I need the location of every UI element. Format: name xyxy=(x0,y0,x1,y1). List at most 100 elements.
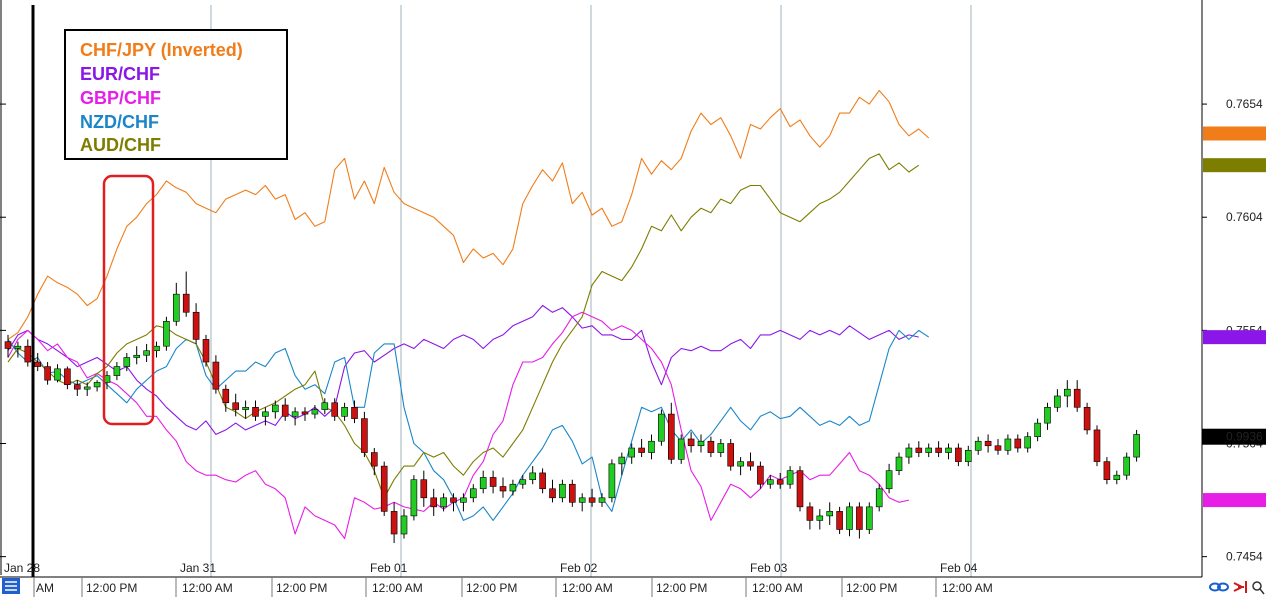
candle-body xyxy=(410,479,418,517)
candle-body xyxy=(74,384,81,390)
candle xyxy=(1113,470,1121,485)
candle xyxy=(351,400,358,424)
series-line xyxy=(7,89,930,340)
candle-body xyxy=(331,402,339,417)
candle-body xyxy=(994,445,1002,451)
candle-body xyxy=(34,361,42,367)
candle-body xyxy=(925,447,933,453)
candle xyxy=(757,461,764,489)
candle-body xyxy=(717,443,725,453)
candle xyxy=(955,443,962,467)
candle xyxy=(44,362,51,385)
candle-body xyxy=(262,411,269,417)
candle xyxy=(311,405,319,419)
candle xyxy=(836,506,843,535)
candle xyxy=(885,463,893,494)
candle-body xyxy=(826,511,834,517)
candle xyxy=(509,479,517,496)
time-tick-label: 12:00 PM xyxy=(466,581,517,595)
candle-body xyxy=(143,350,150,356)
candle-body xyxy=(628,447,636,458)
candle-body xyxy=(1054,395,1061,408)
candle xyxy=(905,443,913,464)
price-tick-label: 0.7454 xyxy=(1226,550,1263,564)
candle xyxy=(479,470,487,494)
candle-body xyxy=(361,418,368,453)
candle-body xyxy=(1044,406,1051,424)
time-tick-label: 12:00 AM xyxy=(372,581,423,595)
candle-body xyxy=(707,440,715,453)
candle-body xyxy=(479,477,487,490)
time-tick-label: 12:00 PM xyxy=(656,581,707,595)
candle xyxy=(935,441,942,458)
menu-icon[interactable] xyxy=(2,578,20,594)
candle xyxy=(658,409,665,446)
price-tick-label: 0.7654 xyxy=(1226,97,1263,111)
candle-body xyxy=(865,506,873,530)
candle xyxy=(578,493,586,512)
candle xyxy=(707,436,715,458)
candle xyxy=(242,400,249,419)
candle xyxy=(618,452,626,476)
candle-body xyxy=(568,483,576,503)
candle xyxy=(529,466,537,485)
candle xyxy=(648,434,655,460)
candle xyxy=(895,452,903,476)
time-tick-label: Jan 28 xyxy=(4,561,40,575)
candle-body xyxy=(14,345,22,349)
candle-body xyxy=(24,345,32,363)
candle xyxy=(519,475,527,489)
candle xyxy=(222,384,230,412)
series-line xyxy=(7,304,919,435)
candle xyxy=(271,400,279,419)
candle xyxy=(133,346,140,365)
candle xyxy=(450,493,457,512)
candle xyxy=(1093,425,1101,467)
candle-body xyxy=(856,506,863,530)
candle xyxy=(984,434,992,453)
current-price-badge xyxy=(1202,428,1266,445)
candle xyxy=(925,443,933,458)
candle-body xyxy=(846,506,853,530)
candle-body xyxy=(440,497,447,508)
candle xyxy=(460,493,467,512)
candle-body xyxy=(311,409,319,415)
candle-body xyxy=(915,447,923,453)
scroll-to-end-icon[interactable] xyxy=(1233,581,1247,593)
candle-body xyxy=(212,361,220,390)
candle-body xyxy=(677,438,685,460)
candle xyxy=(1054,389,1061,412)
candle xyxy=(499,477,507,498)
time-tick-label: 12:00 PM xyxy=(86,581,137,595)
candle xyxy=(54,364,61,383)
link-icon[interactable] xyxy=(1208,579,1230,597)
candle-body xyxy=(737,461,744,467)
candle-body xyxy=(380,465,388,512)
candle xyxy=(202,334,210,367)
candle xyxy=(301,407,309,421)
candle-body xyxy=(133,354,140,358)
price-marker xyxy=(1203,493,1266,508)
candle xyxy=(687,432,695,453)
time-tick-label: 12:00 PM xyxy=(276,581,327,595)
candle xyxy=(1044,402,1051,430)
candle xyxy=(410,475,418,521)
candle xyxy=(64,366,71,390)
candle xyxy=(4,334,12,358)
candle-body xyxy=(598,497,606,503)
candle xyxy=(232,393,239,417)
candle xyxy=(766,475,774,489)
candle-body xyxy=(54,368,61,381)
candle xyxy=(776,472,784,489)
highlight-box xyxy=(102,174,155,426)
candle-body xyxy=(291,411,299,417)
candle xyxy=(361,411,368,458)
candle xyxy=(163,316,170,351)
candle xyxy=(24,339,32,367)
candle xyxy=(1024,432,1031,453)
candle xyxy=(737,457,744,476)
candle xyxy=(34,352,42,372)
candle xyxy=(321,398,329,415)
zoom-icon[interactable] xyxy=(1252,581,1265,595)
candle-body xyxy=(173,293,180,322)
